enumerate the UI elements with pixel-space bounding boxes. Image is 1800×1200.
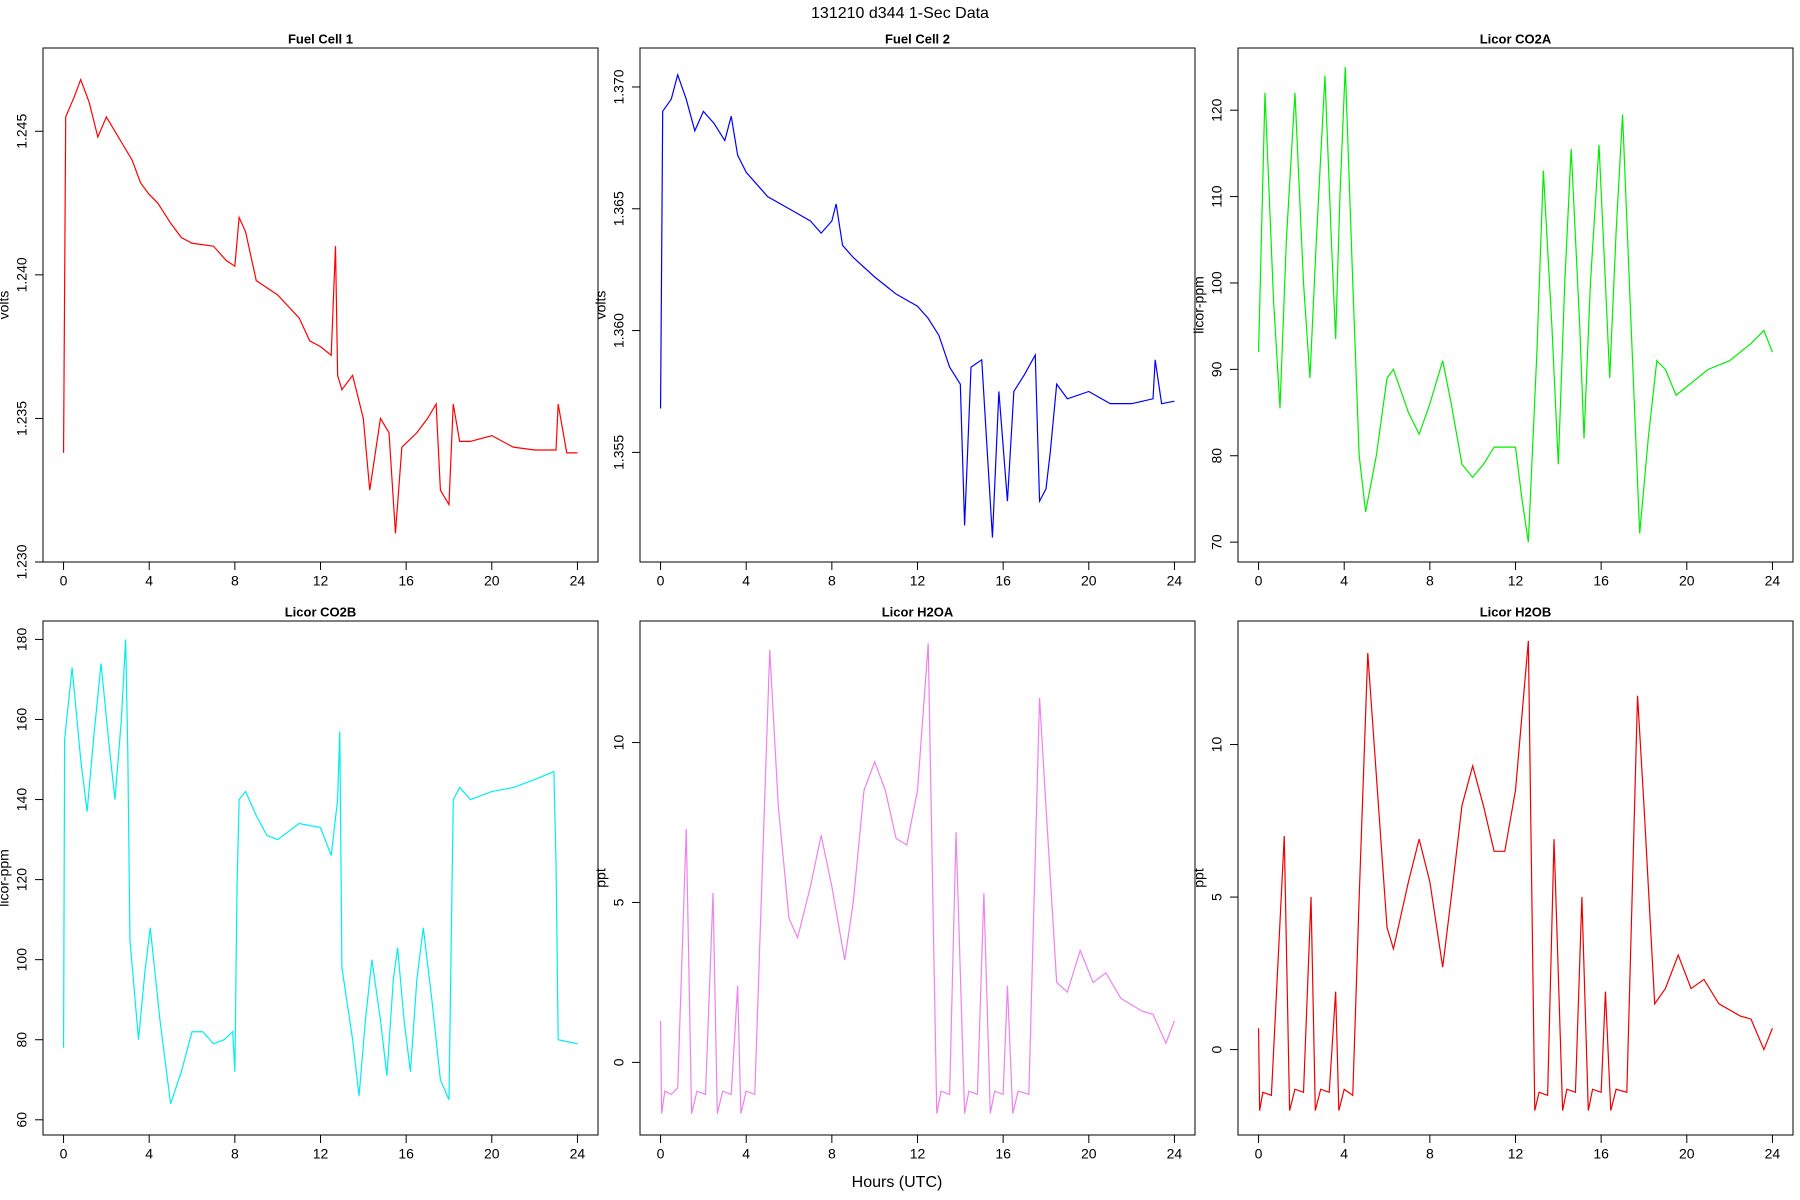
y-tick-label: 1.245 — [14, 114, 30, 149]
page-title: 131210 d344 1-Sec Data — [811, 5, 989, 22]
x-tick-label: 16 — [1593, 573, 1609, 589]
x-tick-label: 0 — [657, 1146, 665, 1162]
y-tick-label: 120 — [14, 868, 30, 892]
x-tick-label: 12 — [1508, 573, 1524, 589]
x-tick-label: 8 — [231, 573, 239, 589]
data-line — [62, 77, 578, 534]
x-tick-label: 12 — [313, 573, 329, 589]
panel-title: Licor CO2A — [1480, 31, 1552, 46]
x-tick-label: 4 — [145, 573, 153, 589]
data-line — [1257, 66, 1773, 543]
y-tick-label: 110 — [1209, 185, 1225, 208]
x-tick-label: 24 — [1765, 1146, 1781, 1162]
plot-frame — [42, 47, 599, 563]
y-tick-label: 0 — [611, 1058, 627, 1066]
y-tick-label: 120 — [1209, 98, 1225, 122]
x-tick-label: 24 — [1167, 1146, 1183, 1162]
data-line — [659, 643, 1176, 1114]
x-tick-label: 8 — [1426, 573, 1434, 589]
y-tick-label: 5 — [611, 898, 627, 906]
x-tick-label: 8 — [828, 573, 836, 589]
x-tick-label: 20 — [1081, 573, 1097, 589]
y-tick-label: 60 — [14, 1112, 30, 1128]
panel-title: Licor CO2B — [285, 604, 357, 619]
x-tick-label: 20 — [484, 573, 500, 589]
y-tick-label: 160 — [14, 708, 30, 732]
x-tick-label: 12 — [910, 573, 926, 589]
y-tick-label: 10 — [611, 735, 627, 751]
y-tick-label: 1.235 — [14, 401, 30, 436]
plot-frame — [639, 47, 1196, 563]
x-tick-label: 24 — [1765, 573, 1781, 589]
x-tick-label: 24 — [570, 573, 586, 589]
plot-frame — [1237, 620, 1794, 1136]
y-tick-label: 100 — [1209, 271, 1225, 295]
y-axis-label: volts — [0, 291, 12, 320]
x-tick-label: 8 — [828, 1146, 836, 1162]
y-tick-label: 0 — [1209, 1045, 1225, 1053]
x-tick-label: 20 — [1679, 573, 1695, 589]
y-tick-label: 90 — [1209, 361, 1225, 377]
x-tick-label: 24 — [570, 1146, 586, 1162]
x-tick-label: 20 — [484, 1146, 500, 1162]
y-tick-label: 80 — [14, 1032, 30, 1048]
x-tick-label: 4 — [145, 1146, 153, 1162]
data-line — [1257, 640, 1773, 1111]
y-tick-label: 100 — [14, 948, 30, 972]
data-line — [62, 639, 578, 1104]
x-tick-label: 16 — [995, 1146, 1011, 1162]
y-tick-label: 1.360 — [611, 313, 627, 348]
x-tick-label: 12 — [313, 1146, 329, 1162]
x-tick-label: 20 — [1679, 1146, 1695, 1162]
panel-title: Licor H2OA — [882, 604, 954, 619]
x-tick-label: 12 — [910, 1146, 926, 1162]
panel-title: Fuel Cell 1 — [288, 31, 353, 46]
x-tick-label: 16 — [398, 1146, 414, 1162]
y-tick-label: 70 — [1209, 534, 1225, 550]
y-axis-label: licor-ppm — [1191, 276, 1207, 334]
x-tick-label: 16 — [1593, 1146, 1609, 1162]
y-tick-label: 10 — [1209, 737, 1225, 753]
y-tick-label: 1.355 — [611, 435, 627, 470]
x-tick-label: 0 — [60, 573, 68, 589]
x-tick-label: 0 — [1255, 1146, 1263, 1162]
y-tick-label: 5 — [1209, 893, 1225, 901]
y-axis-label: licor-ppm — [0, 849, 12, 907]
x-tick-label: 16 — [995, 573, 1011, 589]
y-axis-label: ppt — [593, 868, 609, 888]
panel-title: Licor H2OB — [1480, 604, 1552, 619]
y-tick-label: 1.365 — [611, 191, 627, 226]
x-tick-label: 16 — [398, 573, 414, 589]
x-tick-label: 8 — [1426, 1146, 1434, 1162]
x-tick-label: 4 — [1340, 1146, 1348, 1162]
x-tick-label: 0 — [657, 573, 665, 589]
y-tick-label: 1.240 — [14, 257, 30, 292]
x-tick-label: 8 — [231, 1146, 239, 1162]
panel-title: Fuel Cell 2 — [885, 31, 950, 46]
y-tick-label: 140 — [14, 788, 30, 812]
x-tick-label: 12 — [1508, 1146, 1524, 1162]
x-tick-label: 4 — [742, 573, 750, 589]
x-tick-label: 0 — [60, 1146, 68, 1162]
plot-frame — [639, 620, 1196, 1136]
y-axis-label: volts — [593, 291, 609, 320]
x-tick-label: 4 — [742, 1146, 750, 1162]
x-tick-label: 4 — [1340, 573, 1348, 589]
plot-frame — [1237, 47, 1794, 563]
y-tick-label: 1.230 — [14, 544, 30, 579]
x-axis-label: Hours (UTC) — [852, 1174, 943, 1191]
x-tick-label: 20 — [1081, 1146, 1097, 1162]
y-tick-label: 80 — [1209, 448, 1225, 464]
data-line — [659, 72, 1175, 538]
y-axis-label: ppt — [1191, 868, 1207, 888]
y-tick-label: 180 — [14, 628, 30, 652]
y-tick-label: 1.370 — [611, 69, 627, 104]
x-tick-label: 0 — [1255, 573, 1263, 589]
x-tick-label: 24 — [1167, 573, 1183, 589]
